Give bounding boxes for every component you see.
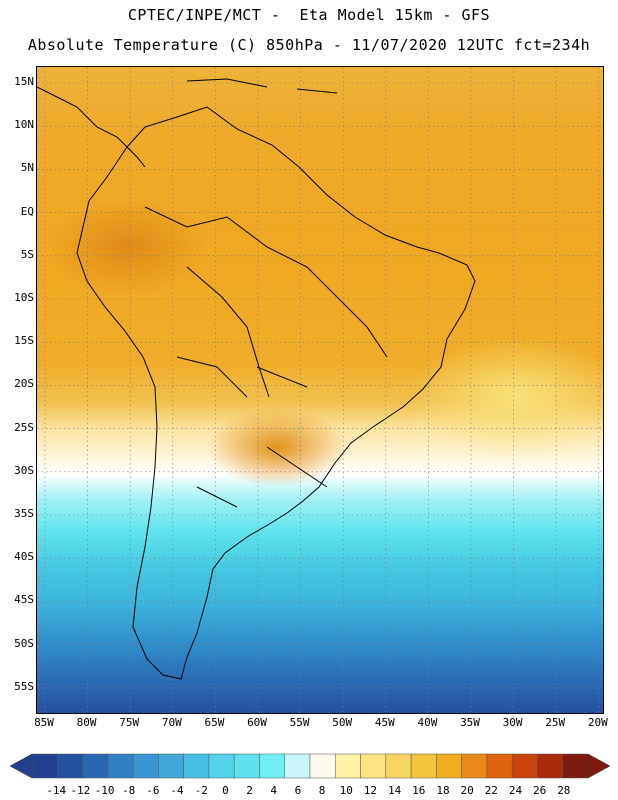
latitude-label: 5S (20, 247, 34, 261)
latitude-label: 45S (14, 593, 34, 607)
latitude-label: 40S (14, 550, 34, 564)
colorbar-swatch (82, 753, 109, 779)
colorbar-swatch (562, 753, 589, 779)
colorbar-label: -6 (146, 784, 160, 797)
map-overlay (37, 67, 603, 713)
latitude-label: 10N (14, 118, 34, 132)
colorbar-label: 10 (339, 784, 353, 797)
latitude-label: 15N (14, 75, 34, 88)
colorbar-swatch (511, 753, 538, 779)
latitude-label: 35S (14, 507, 34, 520)
colorbar-label: -12 (70, 784, 91, 797)
colorbar-swatch (486, 753, 513, 779)
colorbar-swatch (284, 753, 311, 779)
caribbean-islands (186, 78, 338, 94)
latitude-label: EQ (20, 204, 34, 218)
colorbar-swatch (436, 753, 462, 779)
colorbar-label: 16 (412, 784, 426, 797)
longitude-label: 60W (247, 716, 267, 729)
graticule (37, 67, 603, 713)
colorbar-label: 0 (222, 784, 229, 797)
colorbar-label: -2 (194, 784, 208, 797)
colorbar (10, 753, 610, 779)
central-america-coast (37, 86, 146, 168)
colorbar-swatch (158, 753, 184, 779)
colorbar-label: 28 (557, 784, 571, 797)
colorbar-label: 14 (387, 784, 402, 797)
colorbar-label: 8 (318, 784, 326, 797)
colorbar-label: -4 (170, 784, 184, 797)
longitude-label: 75W (119, 716, 140, 729)
temperature-map (36, 66, 604, 714)
latitude-label: 50S (14, 636, 34, 650)
colorbar-label: 6 (294, 784, 302, 797)
longitude-label: 45W (374, 716, 395, 729)
longitude-label: 30W (502, 716, 523, 729)
colorbar-swatch (208, 753, 235, 779)
colorbar-label: -10 (94, 784, 115, 797)
longitude-label: 35W (460, 716, 480, 729)
colorbar-swatch (385, 753, 412, 779)
longitude-label: 85W (34, 716, 54, 729)
latitude-label: 15S (14, 334, 34, 348)
colorbar-label: -8 (122, 784, 136, 797)
colorbar-left-arrow (10, 753, 33, 779)
country-borders (144, 206, 388, 508)
longitude-label: 65W (204, 716, 225, 729)
colorbar-swatch (183, 753, 210, 779)
longitude-label: 25W (545, 716, 566, 729)
colorbar-swatch (107, 753, 134, 779)
longitude-label: 20W (587, 716, 608, 729)
latitude-label: 20S (14, 377, 34, 391)
map-title-line-1: CPTEC/INPE/MCT - Eta Model 15km - GFS (127, 6, 491, 24)
colorbar-swatch (309, 753, 336, 779)
longitude-label: 40W (417, 716, 438, 729)
colorbar-swatch (57, 753, 83, 779)
longitude-label: 70W (161, 716, 182, 729)
coastline-and-borders (37, 78, 476, 680)
longitude-label: 55W (289, 716, 310, 729)
longitude-label: 50W (332, 716, 353, 729)
colorbar-label: 4 (270, 784, 278, 797)
latitude-label: 30S (14, 463, 34, 477)
latitude-label: 10S (14, 291, 34, 304)
colorbar-right-arrow (587, 753, 610, 779)
colorbar-swatch (31, 753, 58, 779)
longitude-label: 80W (76, 716, 97, 729)
colorbar-label: 20 (460, 784, 474, 797)
colorbar-label: 12 (363, 784, 378, 797)
colorbar-label: 2 (246, 784, 253, 797)
colorbar-swatch (461, 753, 488, 779)
colorbar-label: 18 (436, 784, 450, 797)
map-title-line-2: Absolute Temperature (C) 850hPa - 11/07/… (27, 36, 591, 54)
colorbar-swatch (410, 753, 437, 779)
colorbar-label: -14 (46, 784, 67, 797)
colorbar-swatch (537, 753, 563, 779)
latitude-label: 25S (14, 420, 34, 434)
colorbar-label: 22 (484, 784, 498, 797)
colorbar-swatch (259, 753, 285, 779)
colorbar-label: 24 (508, 784, 523, 797)
latitude-label: 5N (20, 161, 34, 175)
colorbar-swatch (335, 753, 361, 779)
south-america-coastline (76, 106, 476, 680)
colorbar-swatch (360, 753, 387, 779)
latitude-label: 55S (14, 679, 34, 693)
colorbar-swatch (233, 753, 260, 779)
colorbar-swatch (132, 753, 159, 779)
colorbar-label: 26 (533, 784, 547, 797)
